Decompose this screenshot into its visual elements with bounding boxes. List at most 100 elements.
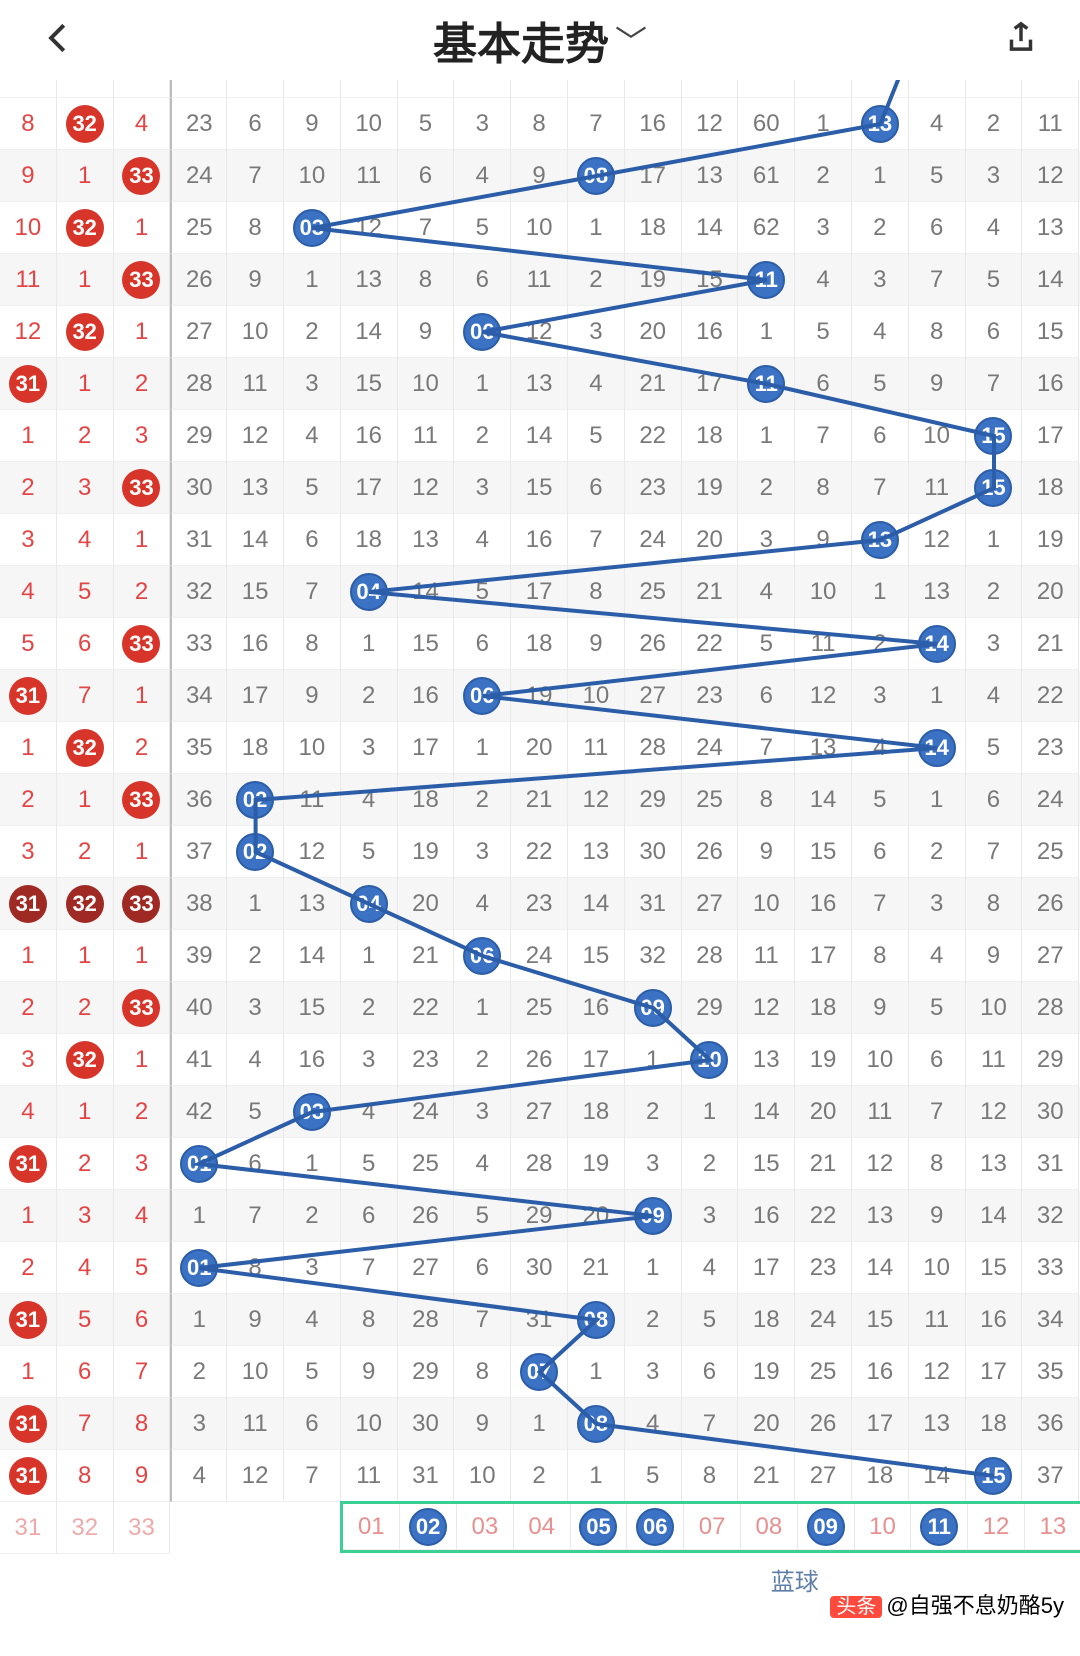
cell: 5 (966, 722, 1023, 774)
cell: 21 (568, 1242, 625, 1294)
cell: 9 (454, 1398, 511, 1450)
cell: 4 (284, 1294, 341, 1346)
pick-ball-cell[interactable]: 06 (627, 1504, 684, 1550)
red-cell: 4 (114, 1190, 171, 1242)
red-cell: 9 (114, 1450, 171, 1502)
cell: 17 (682, 358, 739, 410)
red-cell: 10 (0, 202, 57, 254)
cell: 9 (227, 1294, 284, 1346)
blue-ball: 15 (974, 1457, 1012, 1495)
cell: 19 (625, 254, 682, 306)
cell: 62 (738, 202, 795, 254)
red-cell: 1 (57, 150, 114, 202)
pick-ball-cell[interactable]: 05 (571, 1504, 628, 1550)
table-row: 31561948287310825182415111634 (0, 1294, 1080, 1346)
cell: 12 (1022, 150, 1079, 202)
cell: 4 (966, 670, 1023, 722)
cell: 3 (341, 1034, 398, 1086)
pick-cell[interactable]: 03 (457, 1504, 514, 1550)
cell: 4 (966, 202, 1023, 254)
cell: 32 (1022, 1190, 1079, 1242)
red-cell: 2 (0, 462, 57, 514)
cell: 4 (454, 514, 511, 566)
red-cell: 1 (0, 722, 57, 774)
red-ball-cell: 31 (0, 1138, 57, 1190)
cell: 16 (284, 1034, 341, 1086)
cell: 16 (738, 1190, 795, 1242)
cell: 1 (568, 1346, 625, 1398)
red-cell: 11 (0, 254, 57, 306)
cell: 29 (625, 774, 682, 826)
blue-ball: 11 (747, 365, 785, 403)
red-cell: 31 (0, 1502, 57, 1554)
blue-ball: 10 (690, 1041, 728, 1079)
pick-cell[interactable]: 07 (684, 1504, 741, 1550)
cell: 8 (909, 306, 966, 358)
cell: 3 (454, 826, 511, 878)
cell: 18 (795, 982, 852, 1034)
cell: 15 (284, 982, 341, 1034)
cell: 7 (341, 1242, 398, 1294)
blue-ball: 01 (180, 1249, 218, 1287)
cell: 17 (227, 670, 284, 722)
cell: 24 (682, 722, 739, 774)
cell: 11 (341, 150, 398, 202)
red-cell: 8 (0, 98, 57, 150)
cell: 12 (227, 1450, 284, 1502)
cell: 29 (170, 410, 227, 462)
cell: 1 (625, 1242, 682, 1294)
cell: 25 (398, 1138, 455, 1190)
cell: 23 (1022, 722, 1079, 774)
pick-ball-cell[interactable]: 09 (798, 1504, 855, 1550)
cell: 3 (454, 462, 511, 514)
cell (966, 80, 1023, 98)
red-cell: 4 (0, 566, 57, 618)
pick-cell[interactable]: 08 (741, 1504, 798, 1550)
cell: 39 (170, 930, 227, 982)
cell: 41 (170, 1034, 227, 1086)
cell: 6 (795, 358, 852, 410)
cell: 9 (909, 1190, 966, 1242)
cell: 38 (170, 878, 227, 930)
cell: 9 (795, 514, 852, 566)
cell: 10 (966, 982, 1023, 1034)
cell: 27 (170, 306, 227, 358)
cell: 6 (738, 670, 795, 722)
cell: 14 (227, 514, 284, 566)
cell: 3 (284, 1242, 341, 1294)
red-cell: 2 (0, 774, 57, 826)
cell: 25 (682, 774, 739, 826)
cell: 14 (341, 306, 398, 358)
cell: 3 (625, 1138, 682, 1190)
red-cell: 3 (0, 1034, 57, 1086)
title-dropdown[interactable]: 基本走势 ﹀ (433, 8, 647, 72)
share-icon[interactable] (1002, 19, 1040, 62)
cell: 25 (795, 1346, 852, 1398)
table-row: 318941271131102158212718141537 (0, 1450, 1080, 1502)
red-ball: 32 (66, 209, 104, 247)
cell: 12 (852, 1138, 909, 1190)
red-ball: 31 (9, 365, 47, 403)
pick-ball-cell[interactable]: 11 (911, 1504, 968, 1550)
red-cell: 4 (57, 514, 114, 566)
cell: 13 (398, 514, 455, 566)
cell: 31 (398, 1450, 455, 1502)
cell: 10 (511, 202, 568, 254)
cell: 6 (966, 306, 1023, 358)
pick-cell[interactable]: 04 (514, 1504, 571, 1550)
cell (511, 80, 568, 98)
pick-cell[interactable]: 01 (343, 1504, 400, 1550)
red-cell: 9 (0, 150, 57, 202)
pick-cell[interactable]: 10 (855, 1504, 912, 1550)
pick-cell[interactable]: 12 (968, 1504, 1025, 1550)
pick-ball-cell[interactable]: 02 (400, 1504, 457, 1550)
back-icon[interactable] (40, 19, 78, 62)
blue-ball-cell: 11 (738, 358, 795, 410)
cell: 2 (909, 826, 966, 878)
red-cell: 1 (57, 930, 114, 982)
blue-ball-cell: 02 (227, 826, 284, 878)
cell: 11 (227, 358, 284, 410)
blue-ball: 09 (634, 989, 672, 1027)
pick-cell[interactable]: 13 (1025, 1504, 1080, 1550)
cell: 25 (1022, 826, 1079, 878)
